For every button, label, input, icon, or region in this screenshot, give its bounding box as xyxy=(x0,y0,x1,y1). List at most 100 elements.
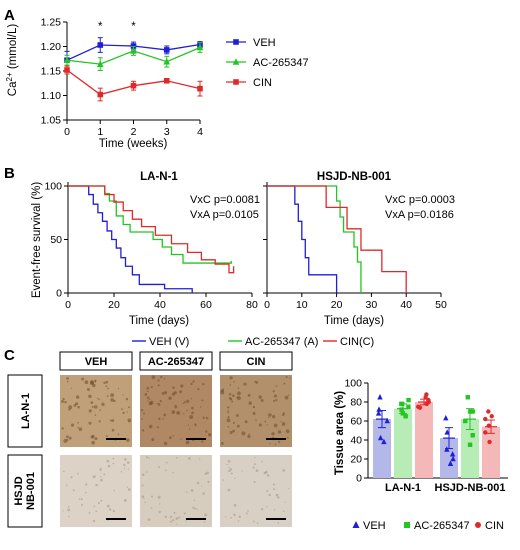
histology-texture-dot xyxy=(183,413,185,415)
histology-texture-dot xyxy=(61,400,64,403)
histology-row-label: LA-N-1 xyxy=(20,393,32,429)
panel-c-data-point xyxy=(399,407,404,412)
panel-b-hsjd-nb-001-chart: HSJD-NB-001 0 10 20 30 40 50 VxC p=0.0003 VxA… xyxy=(263,171,455,327)
panel-c-data-point xyxy=(417,405,423,410)
histology-texture-dot xyxy=(285,429,290,434)
panel-c-bar xyxy=(415,402,433,478)
histology-texture-dot xyxy=(92,383,96,388)
histology-texture-dot xyxy=(85,491,87,494)
km-x-tick-label: 40 xyxy=(400,299,412,311)
histology-texture-dot xyxy=(148,424,153,429)
histology-texture-dot xyxy=(101,402,105,406)
histology-texture-dot xyxy=(237,520,240,522)
histology-texture-dot xyxy=(146,396,150,399)
histology-texture-dot xyxy=(100,499,103,502)
histology-texture-dot xyxy=(144,501,146,504)
km-curve-0 xyxy=(267,185,338,293)
histology-texture-dot xyxy=(175,456,178,459)
survival-legend: VEH (V) AC-265347 (A) CIN(C) xyxy=(132,336,374,348)
panel-a-y-tick-label: 1.05 xyxy=(41,115,62,127)
histology-texture-dot xyxy=(280,420,282,423)
panel-c-data-point xyxy=(400,411,405,416)
histology-texture-dot xyxy=(176,410,181,415)
histology-texture-dot xyxy=(66,380,69,383)
histology-texture-dot xyxy=(179,390,183,394)
histology-texture-dot xyxy=(275,385,278,387)
panel-a-point xyxy=(130,47,137,54)
histology-texture-dot xyxy=(190,382,193,386)
km-curve-1 xyxy=(68,185,232,264)
histology-texture-dot xyxy=(185,440,190,445)
km-x-tick-label: 0 xyxy=(65,299,71,311)
histology-texture-dot xyxy=(99,409,101,411)
histology-texture-dot xyxy=(88,512,91,514)
panel-a-significance-mark: * xyxy=(98,21,103,33)
histology-texture-dot xyxy=(68,405,73,410)
histology-texture-dot xyxy=(66,439,69,441)
panel-a-legend-marker xyxy=(232,58,240,65)
histology-texture-dot xyxy=(196,508,198,510)
panel-c-data-point xyxy=(375,410,382,416)
histology-texture-dot xyxy=(159,399,162,403)
histology-texture-dot xyxy=(264,420,267,423)
histology-tile xyxy=(140,375,212,447)
histology-texture-dot xyxy=(180,438,182,440)
histology-texture-dot xyxy=(111,428,115,432)
km-x-tick-label: 20 xyxy=(108,299,120,311)
panel-c-legend-label: AC-265347 xyxy=(414,520,470,532)
histology-texture-dot xyxy=(84,380,89,385)
histology-texture-dot xyxy=(175,517,179,520)
histology-texture-dot xyxy=(180,384,184,388)
histology-texture-dot xyxy=(189,415,194,419)
km-x-tick-label: 0 xyxy=(264,299,270,311)
panel-c-data-point xyxy=(483,416,488,422)
histology-texture-dot xyxy=(75,402,79,406)
panel-a-point xyxy=(197,85,203,92)
histology-texture-dot xyxy=(268,493,271,497)
histology-texture-dot xyxy=(255,380,259,384)
histology-texture-dot xyxy=(141,473,145,476)
histology-texture-dot xyxy=(220,390,225,395)
histology-texture-dot xyxy=(194,423,196,426)
histology-texture-dot xyxy=(274,443,277,446)
histology-texture-dot xyxy=(266,489,269,493)
panel-c-legend-marker xyxy=(352,521,360,528)
panel-a-point xyxy=(196,43,204,51)
histology-texture-dot xyxy=(186,399,190,403)
histology-texture-dot xyxy=(227,411,230,414)
km-curve-2 xyxy=(267,185,407,293)
histology-texture-dot xyxy=(68,408,71,411)
panel-a-point xyxy=(97,42,104,48)
histology-texture-dot xyxy=(200,406,202,408)
histology-texture-dot xyxy=(123,498,127,502)
panel-c-y-tick-label: 40 xyxy=(350,435,362,447)
histology-texture-dot xyxy=(228,396,232,400)
histology-texture-dot xyxy=(190,489,194,492)
histology-texture-dot xyxy=(145,456,149,459)
histology-texture-dot xyxy=(110,393,115,398)
panel-c-y-tick-label: 0 xyxy=(356,473,362,485)
histology-texture-dot xyxy=(183,512,186,515)
histology-texture-dot xyxy=(227,416,230,419)
histology-texture-dot xyxy=(99,468,102,471)
histology-texture-dot xyxy=(77,426,79,429)
panel-letter-c: C xyxy=(4,347,15,364)
histology-texture-dot xyxy=(272,483,275,486)
panel-c-data-point xyxy=(444,429,450,435)
panel-a-legend-marker xyxy=(233,79,239,85)
histology-texture-dot xyxy=(140,408,144,412)
histology-texture-dot xyxy=(88,409,92,413)
histology-texture-dot xyxy=(108,508,112,511)
histology-texture-dot xyxy=(258,395,262,399)
panel-c-data-point xyxy=(467,442,473,447)
histology-texture-dot xyxy=(106,459,110,463)
histology-texture-dot xyxy=(86,387,90,392)
histology-row-label-line: HSJD xyxy=(13,476,25,505)
histology-texture-dot xyxy=(234,477,236,479)
panel-a-legend-label: CIN xyxy=(253,77,272,89)
histology-texture-dot xyxy=(275,399,278,402)
histology-texture-dot xyxy=(123,467,126,470)
histology-texture-dot xyxy=(228,469,231,473)
panel-c-data-point xyxy=(426,397,431,403)
histology-texture-dot xyxy=(229,376,233,380)
